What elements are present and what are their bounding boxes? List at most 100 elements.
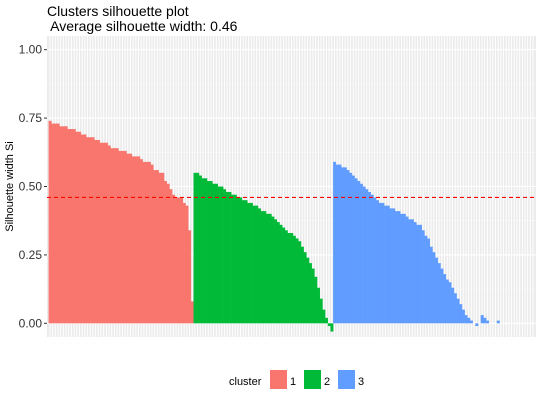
bar-cluster-3 — [469, 320, 473, 324]
bar-cluster-2 — [268, 213, 272, 324]
bar-cluster-1 — [188, 230, 192, 324]
bar-cluster-2 — [271, 216, 275, 324]
bar-cluster-3 — [413, 222, 417, 324]
bar-cluster-2 — [314, 276, 318, 324]
bar-cluster-1 — [174, 197, 178, 324]
bar-cluster-2 — [209, 181, 213, 324]
bar-cluster-3 — [400, 213, 404, 324]
bar-cluster-3 — [424, 235, 428, 324]
bar-cluster-1 — [126, 153, 130, 324]
bar-cluster-1 — [86, 137, 90, 324]
bar-cluster-1 — [139, 159, 143, 324]
bar-cluster-2 — [266, 213, 269, 324]
bar-cluster-2 — [225, 191, 229, 324]
bar-cluster-2 — [316, 287, 320, 324]
bar-cluster-2 — [327, 323, 331, 327]
bar-cluster-1 — [96, 139, 100, 324]
bar-cluster-2 — [204, 178, 208, 324]
bar-cluster-1 — [102, 142, 106, 324]
bar-cluster-2 — [206, 181, 210, 324]
bar-cluster-3 — [341, 167, 345, 324]
bar-cluster-3 — [427, 238, 431, 324]
bar-cluster-1 — [62, 126, 66, 324]
bar-cluster-1 — [104, 142, 108, 324]
bar-cluster-2 — [292, 235, 296, 324]
bar-cluster-2 — [279, 224, 283, 324]
y-tick-label: 0.00 — [19, 316, 43, 330]
bar-cluster-3 — [410, 219, 414, 324]
bar-cluster-2 — [282, 227, 286, 324]
y-tick-label: 1.00 — [19, 43, 43, 57]
bar-cluster-1 — [147, 161, 151, 324]
bar-cluster-1 — [134, 156, 138, 324]
bar-cluster-2 — [239, 197, 243, 324]
bar-cluster-2 — [276, 222, 280, 324]
bar-cluster-3 — [333, 161, 337, 324]
bar-cluster-1 — [115, 148, 119, 324]
bar-cluster-1 — [150, 164, 154, 324]
bar-cluster-2 — [215, 183, 218, 324]
bar-cluster-3 — [408, 219, 412, 324]
bar-cluster-3 — [338, 164, 342, 324]
bar-cluster-3 — [421, 230, 425, 324]
bar-cluster-1 — [99, 142, 103, 324]
legend-title: cluster — [229, 376, 262, 388]
bar-cluster-2 — [255, 205, 259, 324]
bar-cluster-2 — [306, 257, 310, 324]
bar-cluster-1 — [110, 148, 114, 324]
bar-cluster-1 — [80, 134, 84, 324]
legend-label-2: 2 — [324, 376, 330, 388]
bar-cluster-1 — [88, 137, 92, 324]
bar-cluster-3 — [483, 317, 487, 324]
bar-cluster-1 — [161, 172, 165, 324]
bar-cluster-1 — [177, 197, 181, 324]
bar-cluster-3 — [429, 246, 433, 324]
bar-cluster-3 — [386, 205, 390, 324]
y-axis: 0.00 0.25 0.50 0.75 1.00 — [19, 43, 47, 330]
bar-cluster-2 — [198, 175, 202, 324]
bar-cluster-3 — [432, 252, 436, 324]
bar-cluster-3 — [443, 274, 447, 324]
bar-cluster-2 — [298, 241, 302, 324]
bars — [48, 120, 535, 332]
chart-title: Clusters silhouette plot — [47, 3, 189, 19]
bar-cluster-3 — [367, 191, 371, 324]
bar-cluster-1 — [94, 139, 98, 324]
bar-cluster-3 — [451, 287, 455, 324]
bar-cluster-1 — [78, 131, 82, 324]
bar-cluster-2 — [287, 233, 291, 324]
bar-cluster-1 — [180, 197, 184, 324]
bar-cluster-2 — [252, 205, 256, 324]
bar-cluster-2 — [322, 309, 326, 324]
bar-cluster-3 — [376, 200, 380, 324]
bar-cluster-2 — [319, 298, 323, 324]
bar-cluster-3 — [448, 282, 452, 324]
y-axis-title: Silhouette width Si — [4, 141, 16, 232]
bar-cluster-2 — [311, 268, 315, 324]
bar-cluster-2 — [325, 317, 329, 324]
bar-cluster-2 — [303, 252, 307, 324]
bar-cluster-1 — [172, 194, 176, 324]
bar-cluster-2 — [247, 202, 251, 324]
bar-cluster-3 — [378, 202, 382, 324]
bar-cluster-2 — [300, 246, 304, 324]
bar-cluster-3 — [349, 172, 353, 324]
bar-cluster-2 — [231, 194, 235, 324]
bar-cluster-2 — [274, 219, 278, 324]
bar-cluster-3 — [351, 175, 355, 324]
legend-key-3 — [338, 370, 355, 389]
bar-cluster-1 — [118, 150, 122, 324]
bar-cluster-1 — [142, 161, 146, 324]
bar-cluster-3 — [475, 323, 479, 327]
bar-cluster-3 — [346, 170, 350, 324]
bar-cluster-2 — [233, 194, 237, 324]
bar-cluster-2 — [330, 323, 334, 332]
bar-cluster-3 — [480, 315, 484, 324]
bar-cluster-1 — [67, 129, 71, 324]
bar-cluster-3 — [359, 183, 363, 324]
bar-cluster-3 — [384, 205, 388, 324]
legend-label-3: 3 — [358, 376, 364, 388]
y-tick-label: 0.50 — [19, 180, 43, 194]
bar-cluster-1 — [190, 301, 194, 324]
bar-cluster-3 — [381, 202, 385, 324]
